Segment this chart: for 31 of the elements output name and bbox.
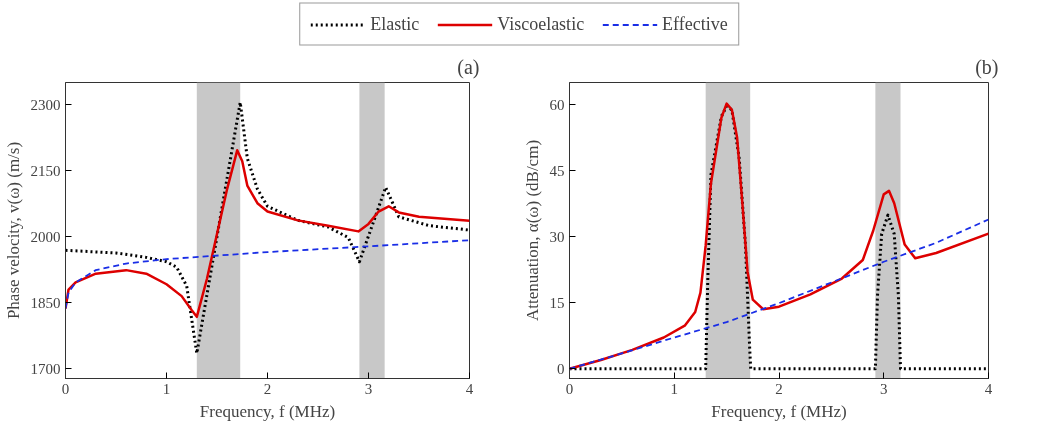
text: (a) [457, 55, 480, 79]
x-tick-label: 2 [263, 380, 272, 397]
x-tick-label: 3 [364, 380, 373, 397]
x-tick-label: 4 [984, 380, 993, 397]
y-tick-label: 30 [549, 228, 565, 245]
y-tick-label: 2150 [30, 162, 61, 179]
line-series [65, 100, 470, 355]
y-tick-label: 60 [549, 96, 565, 113]
y-axis-title: Phase velocity, v(ω) (m/s) [3, 141, 23, 320]
y-axis-title: Attenuation, α(ω) (dB/cm) [522, 139, 542, 322]
legend-label: Effective [662, 13, 728, 35]
x-tick-label: 2 [775, 380, 783, 397]
y-tick-label: 45 [549, 162, 565, 179]
line-series [569, 218, 989, 370]
y-tick-label: 1850 [30, 294, 61, 311]
x-tick-label: 4 [465, 380, 474, 397]
y-tick-label: 2300 [30, 96, 61, 113]
y-tick-label: 1700 [30, 360, 61, 377]
legend-label: Viscoelastic [497, 13, 585, 35]
y-tick-label: 15 [549, 294, 565, 311]
x-axis-title: Frequency, f (MHz) [711, 401, 847, 421]
y-tick-label: 0 [557, 360, 565, 377]
x-tick-label: 1 [162, 380, 171, 397]
x-axis-title: Frequency, f (MHz) [199, 401, 336, 421]
legend-label: Elastic [370, 13, 420, 35]
line-series [65, 239, 470, 310]
text: (b) [975, 55, 999, 79]
x-tick-label: 3 [880, 380, 888, 397]
line-series [65, 149, 470, 319]
y-tick-label: 2000 [30, 228, 61, 245]
x-tick-label: 1 [670, 380, 678, 397]
